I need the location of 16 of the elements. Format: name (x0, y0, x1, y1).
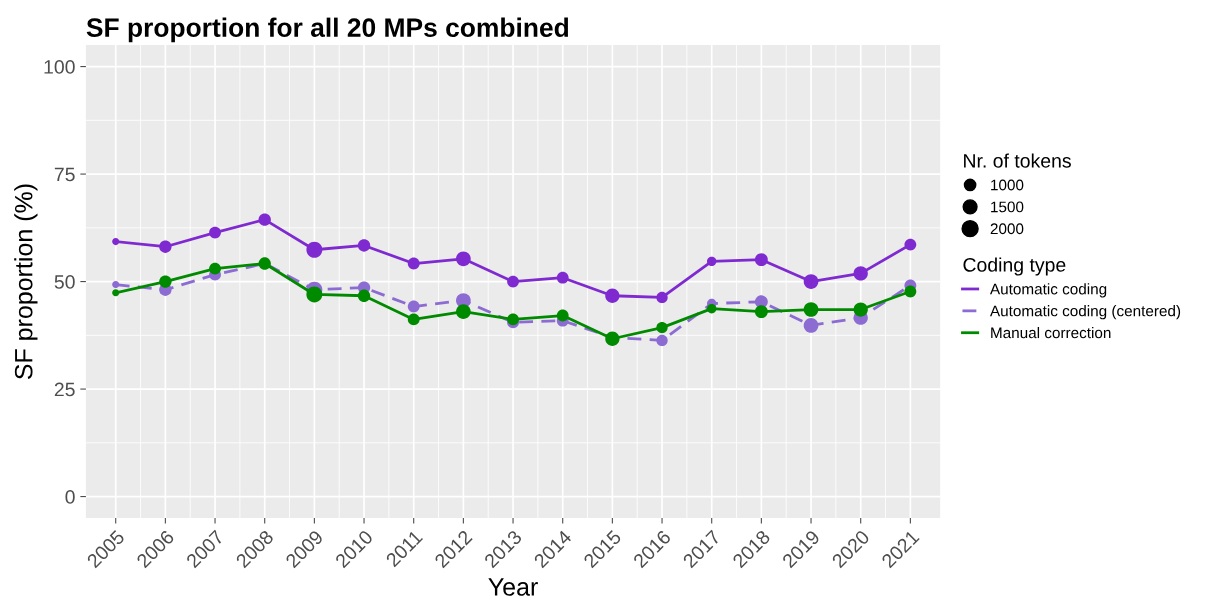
y-tick-label: 75 (54, 167, 75, 182)
y-tick-label: 100 (44, 60, 75, 74)
legend-label: 2000 (990, 223, 1024, 235)
legend-title: Coding type (963, 257, 1066, 276)
x-axis-title: Year (488, 578, 538, 596)
legend-label: 1500 (991, 201, 1024, 213)
y-tick-label: 25 (54, 382, 75, 397)
legend-label: 1000 (991, 179, 1024, 191)
y-axis-title: SF proportion (%) (14, 184, 38, 380)
legend-label: Automatic coding (centered) (989, 305, 1181, 320)
y-tick-label: 50 (54, 275, 75, 289)
legend-label: Automatic coding (989, 283, 1107, 298)
y-tick-label: 0 (65, 490, 75, 504)
legend-label: Manual correction (991, 327, 1111, 339)
chart-title: SF proportion for all 20 MPs combined (86, 17, 569, 43)
text: Nr. of tokens (964, 153, 1071, 168)
